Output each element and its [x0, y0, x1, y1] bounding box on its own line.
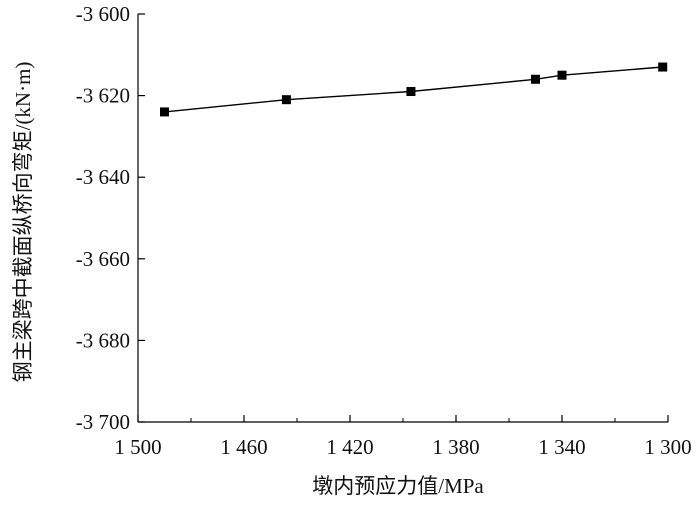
y-ticks: -3 600 -3 620 -3 640 -3 660 -3 680 -3 700 [76, 2, 145, 434]
data-point [531, 74, 540, 84]
y-tick-label: -3 700 [76, 410, 130, 434]
y-tick-label: -3 600 [76, 2, 130, 26]
data-point [160, 107, 169, 117]
series-line [164, 66, 663, 113]
data-point [557, 70, 567, 80]
series-group [160, 62, 668, 117]
x-ticks: 1 500 1 460 1 420 1 380 1 340 1 300 [114, 415, 692, 459]
data-point [406, 87, 416, 97]
y-axis-label: 钢主梁跨中截面纵桥向弯矩/(kN·m) [11, 62, 35, 383]
axes [137, 14, 668, 423]
x-tick-label: 1 300 [644, 435, 691, 459]
x-tick-label: 1 380 [432, 435, 479, 459]
y-tick-label: -3 660 [76, 247, 130, 271]
y-tick-label: -3 620 [76, 84, 130, 108]
x-tick-label: 1 460 [220, 435, 267, 459]
y-tick-label: -3 680 [76, 328, 130, 352]
y-tick-label: -3 640 [76, 165, 130, 189]
x-tick-label: 1 500 [114, 435, 161, 459]
x-tick-label: 1 340 [538, 435, 585, 459]
x-tick-label: 1 420 [326, 435, 373, 459]
data-point [281, 95, 291, 105]
data-point [658, 62, 668, 72]
x-axis-label: 墩内预应力值/MPa [312, 474, 484, 498]
